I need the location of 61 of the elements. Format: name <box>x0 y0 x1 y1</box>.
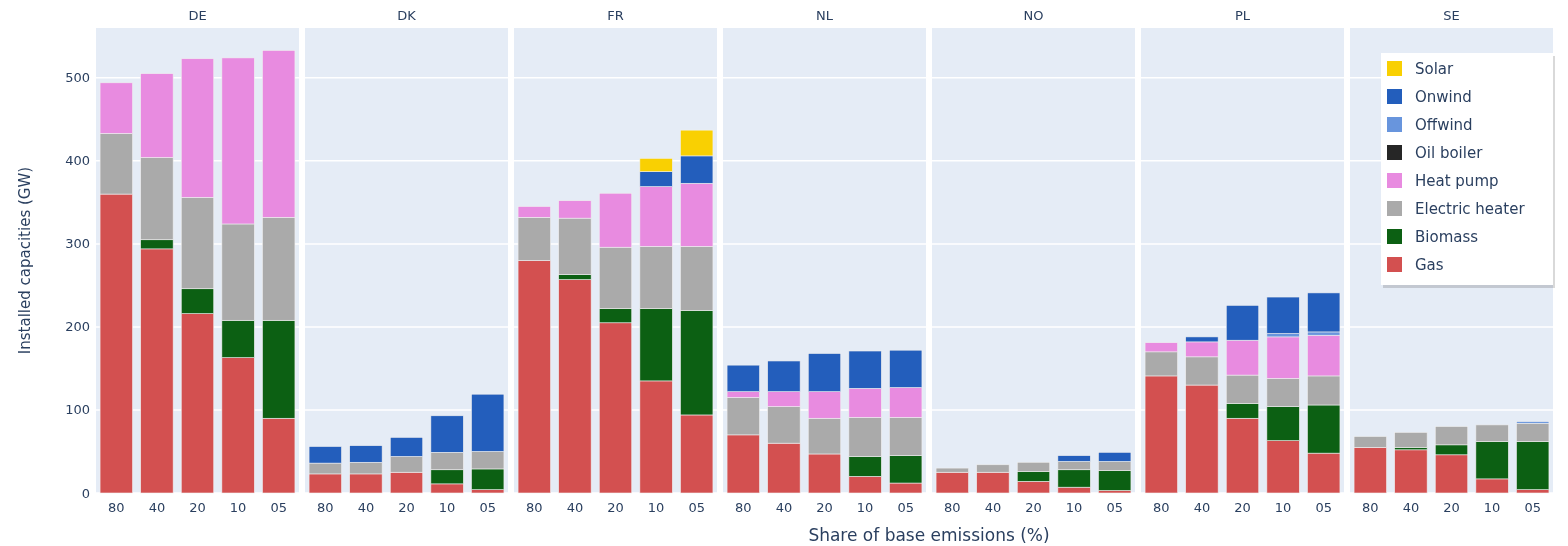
chart-title: FR <box>607 8 624 23</box>
x-tick-label: 20 <box>1234 500 1251 515</box>
x-tick-label: 80 <box>108 500 125 515</box>
x-tick-label: 05 <box>1106 500 1123 515</box>
x-tick-label: 40 <box>775 500 793 515</box>
y-axis-title: Installed capacities (GW) <box>16 166 34 355</box>
x-tick-label: 80 <box>317 500 334 515</box>
x-axis-title: Share of base emissions (%) <box>808 525 1050 545</box>
x-tick-label: 05 <box>479 500 496 515</box>
bar <box>1266 296 1300 334</box>
x-tick-label: 40 <box>566 500 584 515</box>
x-tick-label: 05 <box>897 500 914 515</box>
x-tick-label: 40 <box>1193 500 1211 515</box>
bar <box>1394 432 1428 448</box>
x-tick-label: 40 <box>357 500 375 515</box>
legend-label: Offwind <box>1415 116 1473 134</box>
x-tick-label: 80 <box>1362 500 1379 515</box>
chart-title: DK <box>397 8 417 23</box>
x-tick-label: 80 <box>526 500 543 515</box>
x-tick-label: 10 <box>856 500 874 515</box>
x-tick-label: 10 <box>647 500 665 515</box>
legend-label: Solar <box>1415 60 1455 78</box>
x-tick-label: 20 <box>816 500 833 515</box>
x-tick-label: 80 <box>944 500 961 515</box>
y-tick-label: 0 <box>81 485 90 501</box>
x-tick-label: 05 <box>688 500 705 515</box>
chart-title: NO <box>1023 8 1044 23</box>
x-tick-label: 20 <box>398 500 415 515</box>
x-tick-label: 05 <box>270 500 287 515</box>
x-tick-label: 80 <box>1153 500 1170 515</box>
x-tick-label: 20 <box>607 500 624 515</box>
y-tick-label: 300 <box>65 236 90 252</box>
chart-title: DE <box>188 8 207 23</box>
x-tick-label: 05 <box>1524 500 1541 515</box>
x-tick-label: 20 <box>1025 500 1042 515</box>
x-tick-label: 10 <box>1065 500 1083 515</box>
y-tick-label: 100 <box>65 402 90 418</box>
y-tick-label: 500 <box>65 70 90 86</box>
x-tick-label: 40 <box>1402 500 1420 515</box>
x-tick-label: 40 <box>148 500 166 515</box>
x-tick-label: 05 <box>1315 500 1332 515</box>
y-tick-label: 400 <box>65 153 90 169</box>
legend-label: Onwind <box>1415 88 1472 106</box>
chart-title: NL <box>816 8 834 23</box>
x-tick-label: 80 <box>735 500 752 515</box>
legend-label: Biomass <box>1415 228 1479 246</box>
x-tick-label: 10 <box>1483 500 1501 515</box>
x-tick-label: 20 <box>1443 500 1460 515</box>
legend-label: Gas <box>1415 256 1444 274</box>
x-tick-label: 20 <box>189 500 206 515</box>
x-tick-label: 40 <box>984 500 1002 515</box>
chart-title: SE <box>1443 8 1460 23</box>
bar <box>1307 292 1341 333</box>
legend-label: Heat pump <box>1415 172 1499 190</box>
x-tick-label: 10 <box>229 500 247 515</box>
legend-label: Oil boiler <box>1415 144 1484 162</box>
x-tick-label: 10 <box>1274 500 1292 515</box>
chart-title: PL <box>1234 8 1251 23</box>
legend-label: Electric heater <box>1415 200 1526 218</box>
x-tick-label: 10 <box>438 500 456 515</box>
y-tick-label: 200 <box>65 319 90 335</box>
